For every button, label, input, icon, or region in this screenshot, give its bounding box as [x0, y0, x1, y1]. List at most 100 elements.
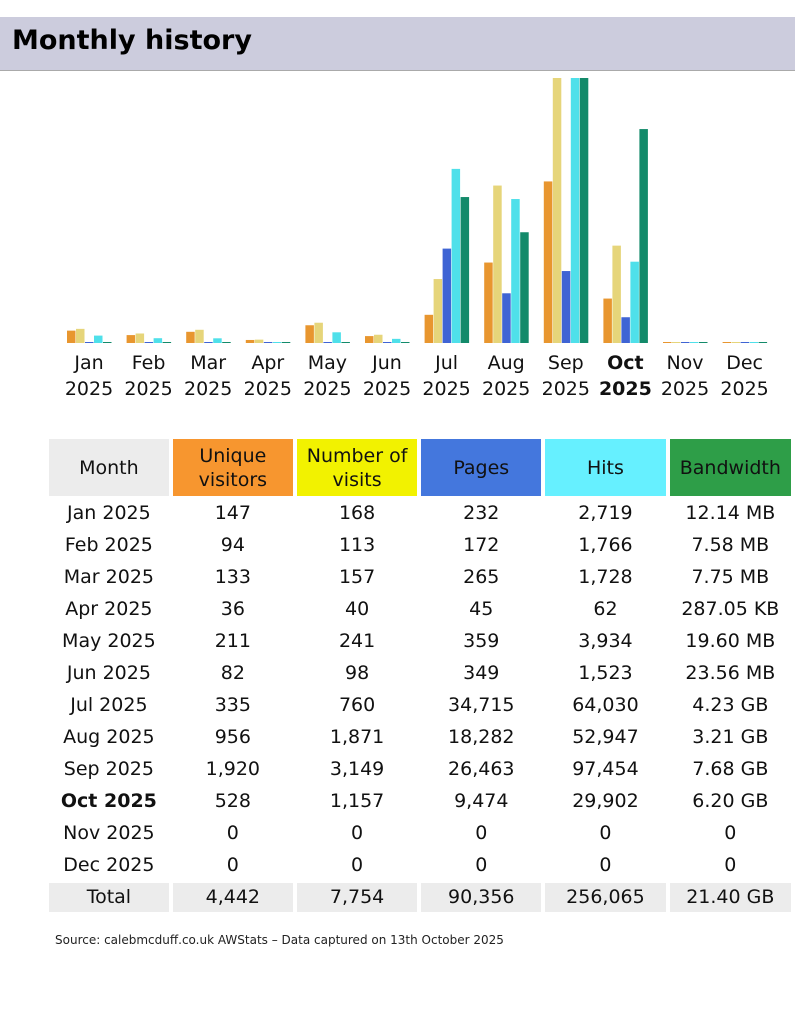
table-cell: 64,030	[572, 694, 639, 716]
month-label: Aug 2025	[476, 350, 536, 402]
table-cell: 1,920	[205, 758, 261, 780]
table-cell: 113	[338, 534, 376, 556]
table-cell: 147	[214, 502, 251, 524]
month-year: 2025	[422, 378, 471, 400]
total-cell: 90,356	[421, 883, 542, 912]
table-row: Dec 2025 0 0 0 0 0	[49, 851, 791, 880]
table-cell: 19.60 MB	[685, 630, 776, 652]
table-row: Apr 2025 36 40 45 62 287.05 KB	[49, 595, 791, 624]
month-name: Oct	[607, 352, 644, 374]
bar-1-feb	[135, 333, 145, 343]
bar-3-feb	[153, 338, 163, 343]
month-name: Feb	[131, 352, 166, 374]
table-cell: Jul 2025	[70, 694, 148, 716]
bar-4-jul	[460, 197, 470, 343]
table-row: Jan 2025 147 168 232 2,719 12.14 MB	[49, 499, 791, 528]
month-name: Jul	[435, 352, 459, 374]
table-cell: 34,715	[448, 694, 515, 716]
table-cell: Sep 2025	[63, 758, 154, 780]
month-name: Aug	[487, 352, 525, 374]
month-name: Apr	[251, 352, 285, 374]
table-cell: 6.20 GB	[692, 790, 769, 812]
table-cell: 287.05 KB	[681, 598, 780, 620]
bar-3-apr	[272, 342, 282, 343]
bar-1-may	[314, 322, 323, 343]
table-cell: 335	[214, 694, 251, 716]
table-cell: 241	[338, 630, 376, 652]
month-year: 2025	[243, 378, 292, 400]
bar-2-mar	[204, 342, 213, 343]
bar-2-feb	[144, 342, 154, 343]
month-label: Dec 2025	[715, 350, 775, 402]
table-row: Feb 2025 94 113 172 1,766 7.58 MB	[49, 531, 791, 560]
month-name: Dec	[726, 352, 763, 374]
table-cell: 528	[214, 790, 251, 812]
month-name: Jun	[372, 352, 402, 374]
bar-0-dec	[722, 342, 732, 343]
month-year: 2025	[362, 378, 412, 400]
bar-3-may	[332, 332, 341, 343]
col-hits: Hits	[545, 439, 666, 496]
table-cell: 26,463	[448, 758, 515, 780]
bar-1-sep	[552, 78, 562, 343]
monthly-table: Month Unique visitors Number of visits P…	[45, 436, 795, 915]
bar-2-may	[323, 342, 332, 343]
bar-4-oct	[639, 129, 648, 343]
table-cell: 0	[475, 854, 488, 876]
bar-3-oct	[630, 261, 639, 343]
table-cell: 3,934	[578, 630, 633, 652]
bar-0-aug	[484, 262, 493, 343]
bar-3-nov	[690, 342, 699, 343]
month-label: Sep 2025	[536, 350, 596, 402]
table-cell: 0	[226, 822, 239, 844]
table-cell: 0	[599, 854, 612, 876]
bar-1-aug	[493, 185, 502, 343]
table-cell: 7.75 MB	[691, 566, 770, 588]
bar-1-jul	[433, 279, 443, 343]
col-visits: Number of visits	[296, 439, 418, 496]
month-year: 2025	[598, 378, 652, 400]
bar-0-jan	[67, 330, 76, 343]
table-cell: 62	[593, 598, 618, 620]
table-cell: 36	[220, 598, 245, 620]
month-year: 2025	[64, 378, 114, 400]
table-cell: 0	[475, 822, 488, 844]
month-label: Jun 2025	[357, 350, 417, 402]
bar-1-oct	[612, 245, 621, 343]
bar-3-jan	[94, 335, 103, 343]
bar-4-dec	[758, 342, 768, 343]
table-cell: 172	[463, 534, 500, 556]
bar-0-jul	[424, 314, 434, 343]
bar-0-sep	[543, 181, 553, 343]
bar-4-sep	[579, 78, 589, 343]
table-cell: 97,454	[572, 758, 639, 780]
bar-3-aug	[511, 199, 520, 343]
bar-3-sep	[570, 78, 580, 343]
month-year: 2025	[124, 378, 173, 400]
bar-0-apr	[245, 339, 255, 343]
source-note: Source: calebmcduff.co.uk AWStats – Data…	[55, 933, 504, 947]
table-cell: 7.68 GB	[692, 758, 769, 780]
month-label: Jan 2025	[59, 350, 119, 402]
bar-2-sep	[561, 271, 571, 343]
table-cell: 23.56 MB	[685, 662, 776, 684]
month-label: Mar 2025	[178, 350, 238, 402]
table-cell: 3,149	[329, 758, 385, 780]
table-row: Aug 2025 956 1,871 18,282 52,947 3.21 GB	[49, 723, 791, 752]
bar-4-nov	[699, 342, 708, 343]
month-year: 2025	[482, 378, 531, 400]
month-year: 2025	[541, 378, 590, 400]
section-header: Monthly history	[0, 17, 795, 71]
bar-4-aug	[520, 232, 529, 343]
bar-0-jun	[365, 336, 374, 343]
bar-0-may	[305, 325, 314, 343]
col-month: Month	[49, 439, 169, 496]
table-cell: 0	[226, 854, 239, 876]
table-cell: 7.58 MB	[691, 534, 770, 556]
table-cell: 0	[724, 822, 737, 844]
table-row: Oct 2025 528 1,157 9,474 29,902 6.20 GB	[49, 787, 791, 816]
month-label: Feb 2025	[119, 350, 179, 402]
table-cell: 265	[463, 566, 500, 588]
page-title: Monthly history	[12, 25, 252, 56]
table-cell: Aug 2025	[63, 726, 155, 748]
